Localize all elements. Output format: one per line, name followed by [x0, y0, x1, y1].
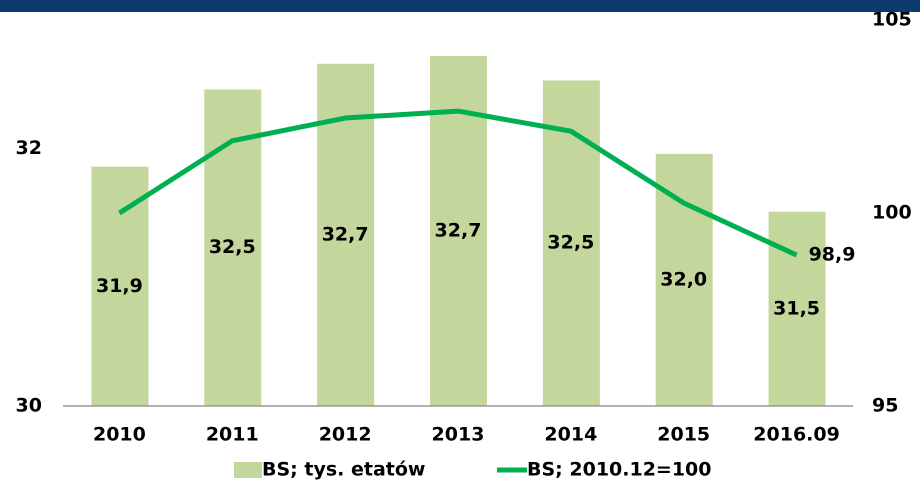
bar-value-label: 31,9: [96, 275, 143, 297]
x-tick-label: 2016.09: [753, 424, 840, 446]
legend-label: BS; 2010.12=100: [527, 459, 712, 481]
bar: [542, 80, 600, 407]
y-tick-label: 30: [16, 395, 42, 417]
bar-value-label: 32,0: [660, 268, 707, 290]
y2-tick-label: 95: [872, 395, 898, 417]
bar-value-label: 32,5: [209, 236, 256, 258]
legend-swatch: [234, 462, 262, 478]
bar: [655, 153, 713, 406]
bar-value-label: 32,5: [547, 232, 594, 254]
bar-value-label: 31,5: [773, 297, 820, 319]
y-tick-label: 32: [16, 137, 42, 159]
header-banner: [0, 0, 920, 12]
bar: [91, 166, 149, 406]
line: [118, 108, 798, 258]
line-value-label: 98,9: [809, 244, 856, 266]
x-tick-label: 2010: [93, 424, 146, 446]
legend-label: BS; tys. etatów: [262, 459, 425, 481]
x-tick-label: 2015: [657, 424, 710, 446]
y2-tick-label: 100: [872, 202, 912, 224]
x-tick-label: 2013: [432, 424, 485, 446]
bar-value-label: 32,7: [322, 223, 369, 245]
bar-value-label: 32,7: [435, 220, 482, 242]
x-tick-label: 2012: [319, 424, 372, 446]
y2-tick-label: 105: [872, 9, 912, 31]
x-tick-label: 2011: [206, 424, 259, 446]
x-tick-label: 2014: [544, 424, 597, 446]
